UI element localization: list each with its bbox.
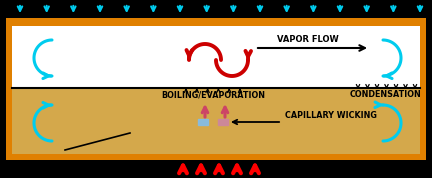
Text: CONDENSATION: CONDENSATION xyxy=(349,90,421,99)
Bar xyxy=(218,119,228,125)
Bar xyxy=(198,119,208,125)
Bar xyxy=(12,26,420,88)
Bar xyxy=(12,88,420,154)
Text: CAPILLARY WICKING: CAPILLARY WICKING xyxy=(285,111,377,121)
Bar xyxy=(6,18,426,160)
Text: VAPOR FLOW: VAPOR FLOW xyxy=(277,35,339,44)
Text: BOILING/EVAPORATION: BOILING/EVAPORATION xyxy=(161,90,265,99)
